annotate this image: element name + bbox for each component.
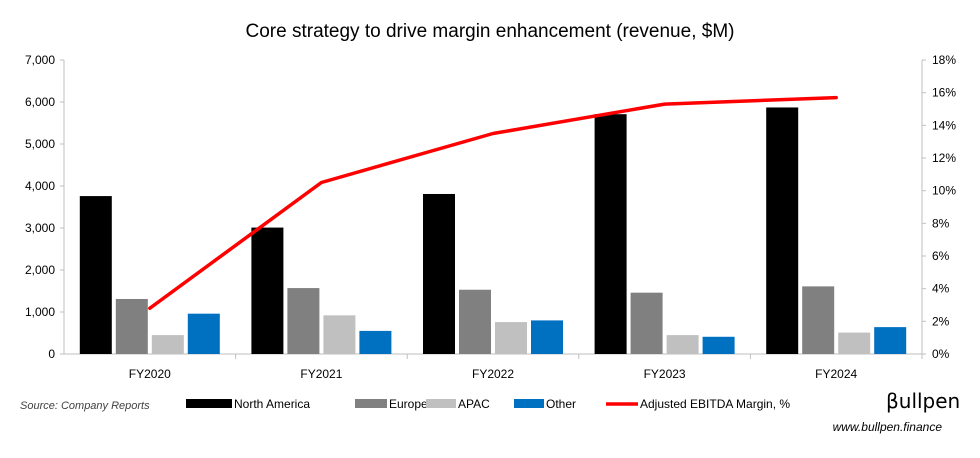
bar-europe xyxy=(287,288,320,354)
bar-europe xyxy=(115,298,148,354)
y-left-tick-label: 6,000 xyxy=(25,95,55,109)
bar-north-america xyxy=(79,196,112,354)
y-right-tick-label: 10% xyxy=(932,184,956,198)
margin-line xyxy=(148,95,838,311)
x-tick-label: FY2023 xyxy=(644,367,686,381)
y-right-tick-label: 0% xyxy=(932,347,950,361)
y-left-tick-label: 1,000 xyxy=(25,305,55,319)
website-url: www.bullpen.finance xyxy=(833,420,943,434)
bars-group xyxy=(79,107,907,355)
bar-other xyxy=(874,327,907,354)
legend-swatch xyxy=(514,399,544,408)
axes: 0 1,000 2,000 3,000 4,000 5,000 6,000 7,000 0% 2%… xyxy=(25,53,956,381)
y-left-tick-label: 5,000 xyxy=(25,137,55,151)
legend-swatch xyxy=(355,399,387,408)
bar-north-america xyxy=(766,107,799,355)
y-right-tick-label: 4% xyxy=(932,282,950,296)
legend-swatch xyxy=(426,399,456,408)
y-right-tick-label: 16% xyxy=(932,86,956,100)
y-left-tick-label: 3,000 xyxy=(25,221,55,235)
y-right-tick-label: 14% xyxy=(932,118,956,132)
bar-north-america xyxy=(251,227,284,354)
y-left-tick-label: 0 xyxy=(48,347,55,361)
bar-europe xyxy=(802,286,835,354)
bar-other xyxy=(187,313,220,354)
x-tick-label: FY2022 xyxy=(472,367,514,381)
y-left-tick-label: 2,000 xyxy=(25,263,55,277)
y-right-tick-label: 18% xyxy=(932,53,956,67)
bar-other xyxy=(359,330,392,354)
margin-line-group xyxy=(148,95,838,311)
y-right-tick-label: 12% xyxy=(932,151,956,165)
y-right-tick-label: 2% xyxy=(932,314,950,328)
bar-apac xyxy=(666,335,699,354)
bar-other xyxy=(702,336,735,354)
y-left-tick-label: 7,000 xyxy=(25,53,55,67)
source-note: Source: Company Reports xyxy=(20,400,150,412)
bar-other xyxy=(531,320,563,354)
legend-label: Adjusted EBITDA Margin, % xyxy=(640,397,790,411)
y-left-tick-label: 4,000 xyxy=(25,179,55,193)
legend-swatch xyxy=(186,399,232,408)
bar-apac xyxy=(151,335,184,354)
bar-north-america xyxy=(423,193,455,354)
bar-europe xyxy=(459,289,491,354)
bar-europe xyxy=(630,292,663,354)
legend: North America Europe APAC Other Adjusted EBI… xyxy=(186,397,790,411)
bar-apac xyxy=(323,315,356,354)
legend-label: Europe xyxy=(389,397,428,411)
chart-title: Core strategy to drive margin enhancemen… xyxy=(246,21,735,42)
bar-apac xyxy=(495,322,527,354)
bar-north-america xyxy=(594,114,627,355)
y-right-tick-label: 8% xyxy=(932,216,950,230)
legend-label: North America xyxy=(234,397,310,411)
x-tick-label: FY2020 xyxy=(129,367,171,381)
brand-logo: βullpen xyxy=(886,389,960,413)
legend-label: APAC xyxy=(458,397,490,411)
y-right-tick-label: 6% xyxy=(932,249,950,263)
legend-label: Other xyxy=(546,397,576,411)
bar-apac xyxy=(838,332,871,354)
x-tick-label: FY2021 xyxy=(300,367,342,381)
x-tick-label: FY2024 xyxy=(815,367,857,381)
